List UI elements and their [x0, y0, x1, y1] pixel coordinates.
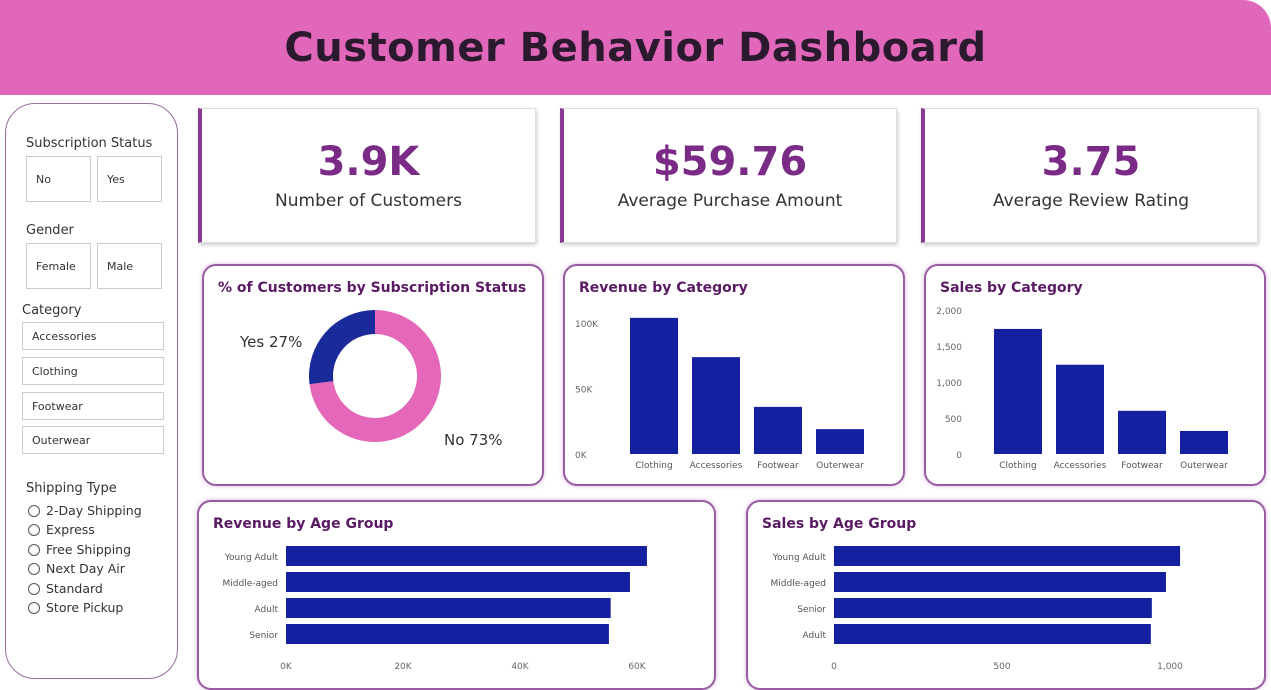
- shipping-radio[interactable]: Store Pickup: [28, 600, 123, 615]
- x-tick-label: Clothing: [999, 461, 1036, 471]
- subscription-donut-card: % of Customers by Subscription Status Ye…: [202, 264, 544, 486]
- y-tick-label: Young Adult: [224, 553, 279, 563]
- y-tick-label: 50K: [575, 386, 593, 396]
- y-tick-label: 500: [945, 415, 962, 425]
- bar-footwear: [1118, 410, 1166, 454]
- bar-senior: [834, 598, 1152, 618]
- bar-adult: [834, 624, 1151, 644]
- radio-icon: [28, 582, 40, 595]
- donut-label-no: No 73%: [444, 431, 503, 449]
- sales-by-category-card: Sales by Category 0 500 1,000 1,500 2,000 Clo…: [924, 264, 1266, 486]
- shipping-radio[interactable]: Standard: [28, 581, 103, 596]
- donut-slice-yes: [309, 310, 375, 385]
- donut-label-yes: Yes 27%: [239, 333, 302, 351]
- x-tick-label: Outerwear: [816, 461, 864, 471]
- y-tick-label: Senior: [249, 631, 278, 641]
- y-tick-label: Middle-aged: [223, 579, 278, 589]
- y-tick-label: 1,500: [936, 343, 962, 353]
- radio-icon: [28, 504, 40, 517]
- shipping-radio[interactable]: Next Day Air: [28, 561, 125, 576]
- x-tick-label: Outerwear: [1180, 461, 1228, 471]
- sales-by-age-card: Sales by Age Group Young Adult Middle-age…: [746, 500, 1266, 690]
- filter-panel: Subscription Status No Yes Gender Female…: [5, 103, 178, 679]
- x-tick-label: Footwear: [1121, 461, 1163, 471]
- bar-outerwear: [816, 429, 864, 454]
- bar-young-adult: [286, 546, 647, 566]
- revenue-by-category-card: Revenue by Category 0K 50K 100K Clothing Acc…: [563, 264, 905, 486]
- x-tick-label: 20K: [394, 662, 412, 672]
- bar-clothing: [630, 317, 678, 454]
- x-tick-label: 0K: [280, 662, 293, 672]
- bar-middle-aged: [286, 572, 630, 592]
- y-tick-label: Adult: [803, 631, 827, 641]
- radio-icon: [28, 543, 40, 556]
- x-tick-label: 0: [831, 662, 837, 672]
- x-tick-label: Footwear: [757, 461, 799, 471]
- gender-male-button[interactable]: Male: [97, 243, 162, 289]
- revenue-by-age-card: Revenue by Age Group Young Adult Middle-a…: [197, 500, 716, 690]
- x-tick-label: Accessories: [1054, 461, 1107, 471]
- x-tick-label: 40K: [511, 662, 529, 672]
- category-clothing-button[interactable]: Clothing: [22, 357, 164, 385]
- bar-accessories: [692, 357, 740, 454]
- category-outerwear-button[interactable]: Outerwear: [22, 426, 164, 454]
- x-tick-label: Clothing: [635, 461, 672, 471]
- y-tick-label: 2,000: [936, 307, 962, 317]
- kpi-customers: 3.9K Number of Customers: [198, 108, 536, 243]
- shipping-radio[interactable]: 2-Day Shipping: [28, 503, 142, 518]
- page-title: Customer Behavior Dashboard: [284, 24, 987, 71]
- x-tick-label: 60K: [628, 662, 646, 672]
- x-tick-label: 1,000: [1157, 662, 1183, 672]
- bar-middle-aged: [834, 572, 1166, 592]
- category-accessories-button[interactable]: Accessories: [22, 322, 164, 350]
- bar-senior: [286, 624, 609, 644]
- y-tick-label: Adult: [255, 605, 279, 615]
- kpi-avg-rating: 3.75 Average Review Rating: [921, 108, 1258, 243]
- kpi-avg-purchase: $59.76 Average Purchase Amount: [560, 108, 897, 243]
- radio-icon: [28, 562, 40, 575]
- y-tick-label: Young Adult: [772, 553, 827, 563]
- subscription-no-button[interactable]: No: [26, 156, 91, 202]
- x-tick-label: 500: [993, 662, 1010, 672]
- radio-icon: [28, 523, 40, 536]
- subscription-yes-button[interactable]: Yes: [97, 156, 162, 202]
- bar-young-adult: [834, 546, 1181, 566]
- bar-footwear: [754, 406, 802, 454]
- shipping-filter-label: Shipping Type: [26, 481, 117, 496]
- gender-filter-label: Gender: [26, 223, 74, 238]
- x-tick-label: Accessories: [690, 461, 743, 471]
- category-footwear-button[interactable]: Footwear: [22, 392, 164, 420]
- y-tick-label: 100K: [575, 320, 599, 330]
- donut-slice-no: [309, 310, 441, 442]
- y-tick-label: Senior: [797, 605, 826, 615]
- y-tick-label: 0K: [575, 451, 588, 461]
- radio-icon: [28, 601, 40, 614]
- bar-accessories: [1056, 364, 1104, 454]
- header: Customer Behavior Dashboard: [0, 0, 1271, 95]
- bar-clothing: [994, 328, 1042, 454]
- gender-female-button[interactable]: Female: [26, 243, 91, 289]
- bar-outerwear: [1180, 430, 1228, 454]
- y-tick-label: Middle-aged: [771, 579, 826, 589]
- bar-adult: [286, 598, 611, 618]
- shipping-radio[interactable]: Free Shipping: [28, 542, 131, 557]
- y-tick-label: 0: [956, 451, 962, 461]
- shipping-radio[interactable]: Express: [28, 522, 95, 537]
- y-tick-label: 1,000: [936, 379, 962, 389]
- subscription-filter-label: Subscription Status: [26, 136, 153, 151]
- category-filter-label: Category: [22, 303, 82, 318]
